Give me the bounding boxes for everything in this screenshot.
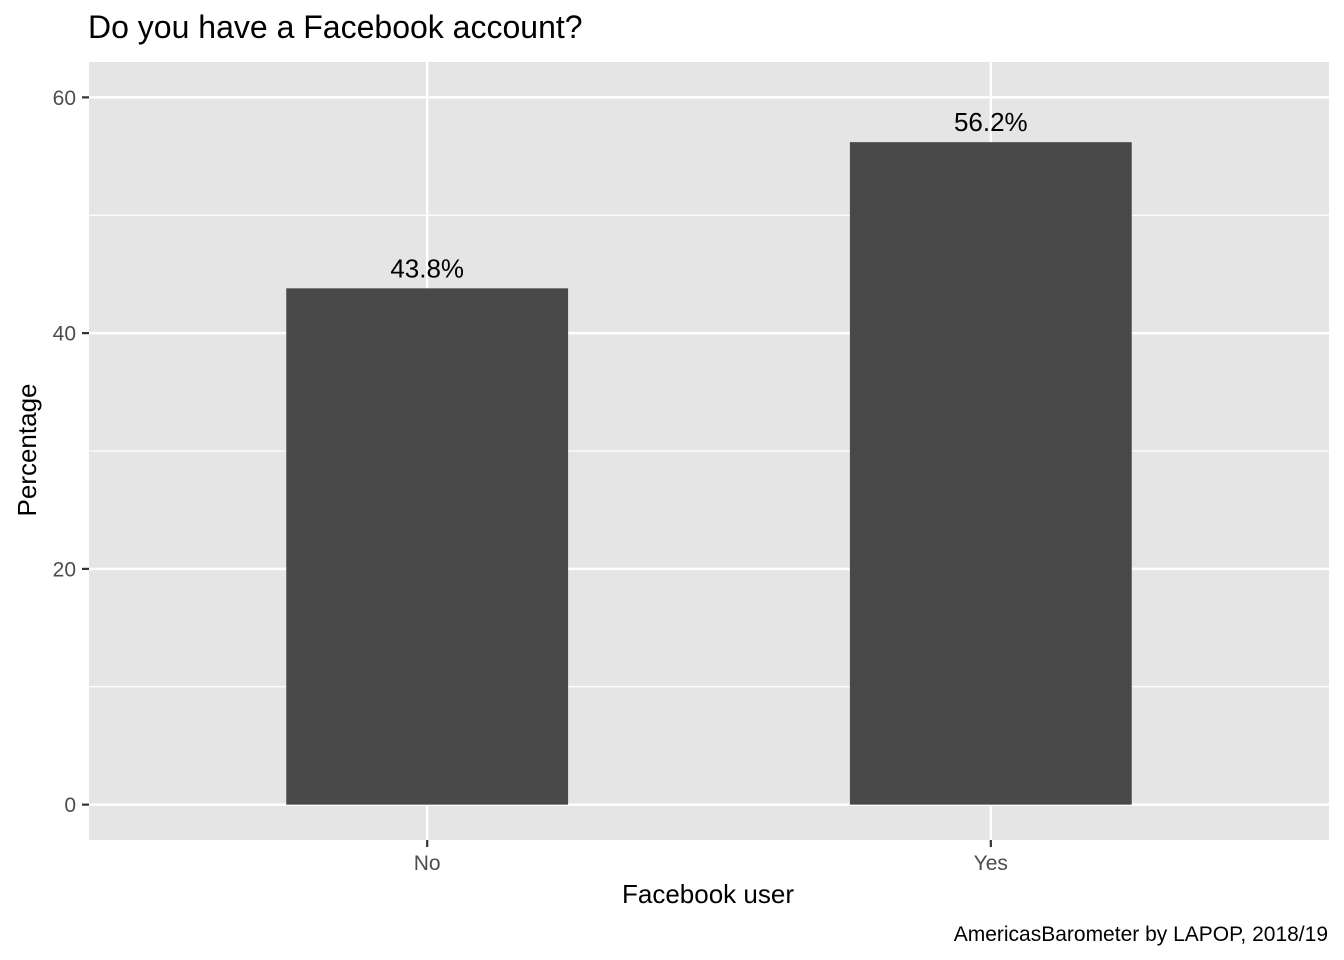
data-label-yes: 56.2% [954, 107, 1028, 137]
data-labels: 43.8% 56.2% [390, 107, 1027, 283]
x-tick-label: Yes [974, 852, 1008, 875]
chart-title: Do you have a Facebook account? [88, 9, 583, 45]
bars [286, 142, 1132, 805]
y-tick-label: 0 [64, 794, 76, 817]
chart-caption: AmericasBarometer by LAPOP, 2018/19 [954, 923, 1328, 946]
y-axis: 0 20 40 60 [53, 87, 89, 817]
y-tick-label: 40 [53, 323, 76, 346]
y-tick-label: 20 [53, 558, 76, 581]
y-tick-label: 60 [53, 87, 76, 110]
bar-yes [849, 142, 1132, 805]
x-axis-title: Facebook user [622, 879, 794, 909]
bar-no [286, 288, 569, 805]
y-axis-title: Percentage [12, 384, 42, 517]
x-axis: No Yes [414, 840, 1008, 875]
x-tick-label: No [414, 852, 441, 875]
data-label-no: 43.8% [390, 253, 464, 283]
